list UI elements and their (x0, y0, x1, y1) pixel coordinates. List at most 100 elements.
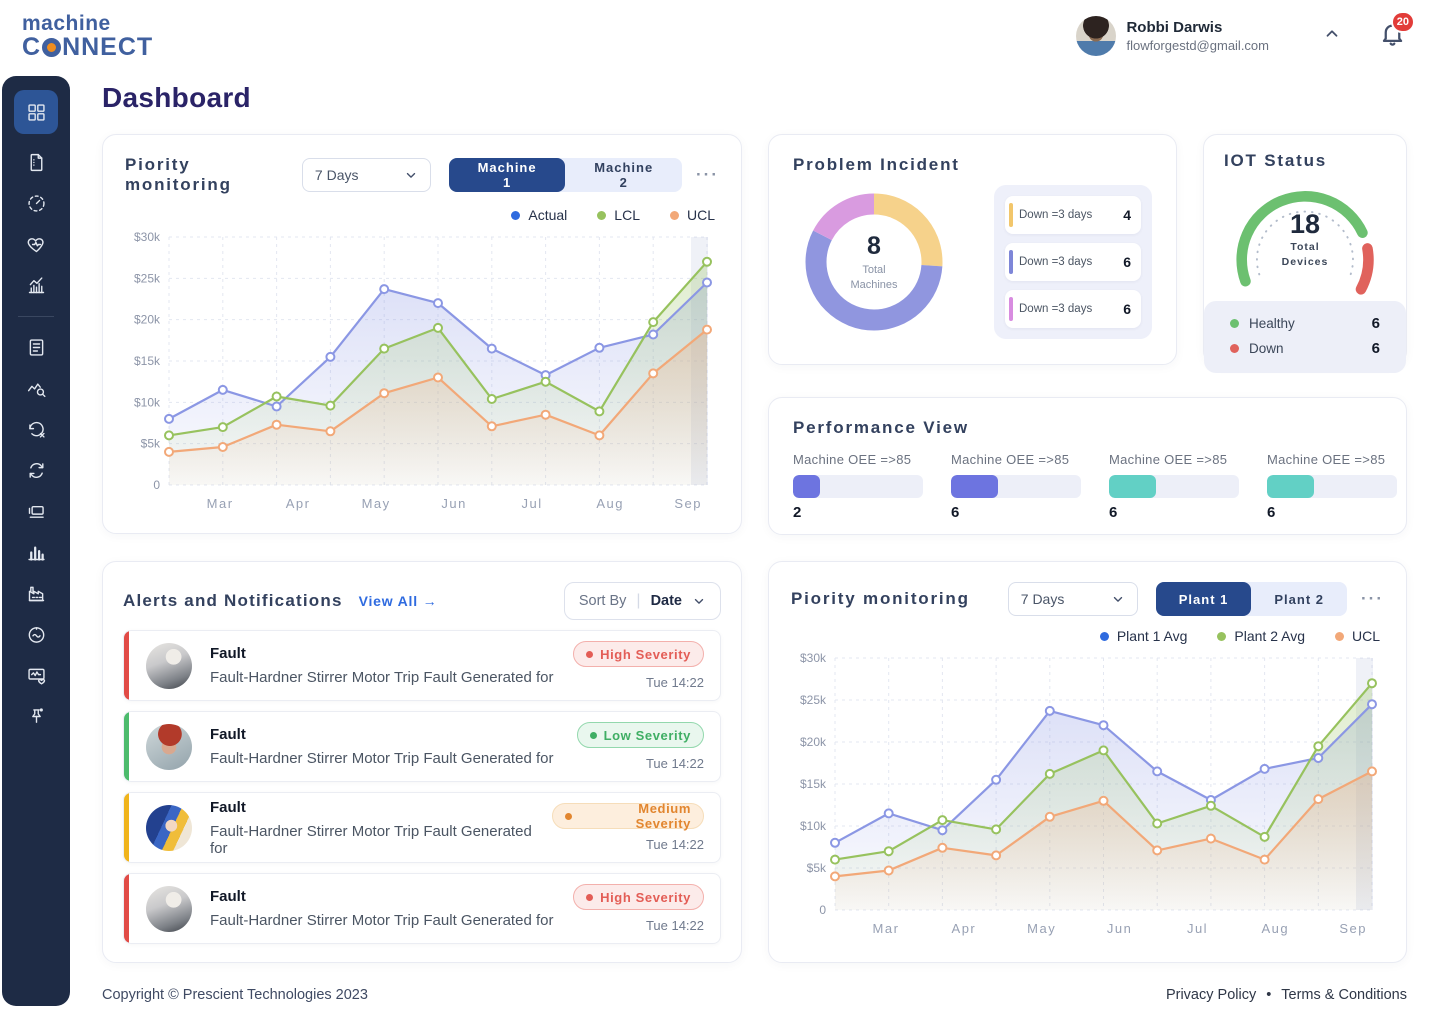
copyright-text: Copyright © Prescient Technologies 2023 (102, 987, 368, 1003)
tab-machine-machine-1[interactable]: Machine 1 (448, 158, 566, 192)
alert-avatar (146, 885, 192, 932)
view-all-link[interactable]: View All → (358, 593, 438, 609)
incident-label: Down =3 days (1019, 256, 1093, 268)
terms-link[interactable]: Terms & Conditions (1281, 987, 1407, 1003)
incident-row[interactable]: Down =3 days 6 (1005, 243, 1141, 281)
sidebar-item-monitor-health[interactable] (14, 655, 58, 695)
performance-bars: Machine OEE =>85 2 Machine OEE =>85 6 Mach… (793, 452, 1397, 521)
plant-toggle: Plant 1 Plant 2 (1155, 582, 1348, 616)
progress-track (951, 475, 1081, 498)
legend-dot (1099, 631, 1109, 641)
document-icon (30, 153, 42, 171)
chevron-down-icon (694, 598, 704, 604)
oee-label: Machine OEE =>85 (1109, 452, 1228, 467)
alert-description: Fault-Hardner Stirrer Motor Trip Fault G… (210, 912, 554, 929)
chevron-up-icon[interactable] (1323, 25, 1341, 48)
sidebar-item-statistics[interactable] (14, 532, 58, 572)
oee-value: 2 (793, 504, 802, 521)
alert-description: Fault-Hardner Stirrer Motor Trip Fault G… (210, 822, 532, 857)
sidebar-item-factory[interactable] (14, 573, 58, 613)
period-select-2[interactable]: 7 Days (1007, 582, 1138, 616)
bar-chart-icon (27, 546, 45, 561)
sidebar-item-reports[interactable] (14, 327, 58, 367)
user-menu[interactable]: Robbi Darwis flowforgestd@gmail.com (1076, 16, 1269, 56)
logo-text-machine: machine (22, 11, 111, 35)
sidebar-item-sync[interactable] (14, 450, 58, 490)
alert-row[interactable]: Fault Fault-Hardner Stirrer Motor Trip F… (123, 711, 721, 782)
sidebar-item-machine-health[interactable] (14, 224, 58, 264)
alert-row[interactable]: Fault Fault-Hardner Stirrer Motor Trip F… (123, 873, 721, 944)
svg-text:Aug: Aug (1261, 921, 1289, 936)
more-menu-button-1[interactable]: ··· (696, 165, 719, 184)
oee-label: Machine OEE =>85 (951, 452, 1070, 467)
iot-status-card: IOT Status 18 Total Devices Healthy 6 Dow… (1203, 134, 1407, 373)
logo-o-mark (42, 37, 62, 57)
status-dot (1230, 344, 1239, 353)
status-label: Healthy (1249, 316, 1295, 331)
app-logo: machine C NNECT (22, 13, 153, 60)
tab-plant-plant-2[interactable]: Plant 2 (1251, 582, 1347, 616)
card-title-alerts: Alerts and Notifications (123, 591, 343, 610)
severity-badge: Medium Severity (552, 801, 704, 831)
legend-item-plant-1-avg: Plant 1 Avg (1099, 628, 1187, 644)
oee-value: 6 (951, 504, 960, 521)
svg-text:Mar: Mar (873, 921, 900, 936)
sidebar-item-analytics-search[interactable] (14, 368, 58, 408)
svg-text:$15k: $15k (134, 354, 161, 368)
alert-row[interactable]: Fault Fault-Hardner Stirrer Motor Trip F… (123, 792, 721, 863)
severity-accent-bar (124, 712, 129, 781)
pin-icon (31, 707, 43, 723)
iot-gauge-chart: 18 Total Devices (1223, 175, 1387, 301)
legend-dot (669, 210, 679, 220)
more-menu-button-2[interactable]: ··· (1361, 589, 1384, 608)
tab-machine-machine-2[interactable]: Machine 2 (565, 158, 682, 192)
alert-title: Fault (210, 726, 246, 743)
alert-avatar (146, 642, 192, 689)
svg-text:$10k: $10k (134, 395, 161, 409)
card-title-priority-1: Piority monitoring (125, 155, 232, 194)
user-avatar[interactable] (1076, 16, 1117, 56)
privacy-policy-link[interactable]: Privacy Policy (1165, 987, 1257, 1003)
sidebar-item-gauge[interactable] (14, 183, 58, 223)
status-dot (1230, 319, 1239, 328)
alert-row[interactable]: Fault Fault-Hardner Stirrer Motor Trip F… (123, 630, 721, 701)
svg-text:Jun: Jun (441, 496, 466, 511)
total-machines-label: Total Machines (850, 263, 898, 291)
sort-by-control[interactable]: Sort By | Date (563, 582, 721, 620)
incident-value: 4 (1123, 207, 1131, 223)
period-select-1[interactable]: 7 Days (301, 158, 431, 192)
incident-row[interactable]: Down =3 days 6 (1005, 290, 1141, 328)
svg-text:$5k: $5k (807, 861, 827, 875)
sidebar-item-trends[interactable] (14, 265, 58, 305)
trend-icon (28, 276, 44, 293)
alert-title: Fault (210, 888, 246, 905)
performance-bar-column: Machine OEE =>85 6 (1109, 452, 1239, 521)
svg-text:Mar: Mar (207, 496, 234, 511)
status-value: 6 (1371, 340, 1380, 357)
notifications-bell[interactable]: 20 (1379, 11, 1415, 52)
tab-plant-plant-1[interactable]: Plant 1 (1155, 582, 1252, 616)
svg-text:Jul: Jul (522, 496, 543, 511)
progress-fill (793, 475, 821, 498)
svg-text:Apr: Apr (952, 921, 977, 936)
page-title: Dashboard (102, 82, 251, 113)
severity-accent-bar (124, 631, 129, 700)
sidebar-item-documents[interactable] (14, 142, 58, 182)
severity-badge: Low Severity (576, 722, 704, 748)
incident-row[interactable]: Down =3 days 4 (1005, 196, 1141, 234)
sidebar-item-pinned[interactable] (14, 696, 58, 736)
legend-dot (597, 210, 607, 220)
progress-fill (1109, 475, 1156, 498)
incident-value: 6 (1123, 301, 1131, 317)
sidebar-item-dashboard[interactable] (14, 90, 58, 134)
svg-text:May: May (362, 496, 391, 511)
report-icon (29, 338, 43, 356)
legend-dot (1334, 631, 1344, 641)
sidebar-item-downtime-history[interactable] (14, 409, 58, 449)
severity-accent-bar (124, 793, 129, 862)
incident-value: 6 (1123, 254, 1131, 270)
sidebar-item-devices[interactable] (14, 491, 58, 531)
sidebar-item-speedometer[interactable] (14, 614, 58, 654)
performance-view-card: Performance View Machine OEE =>85 2 Machi… (768, 397, 1407, 535)
total-devices-label: Total Devices (1281, 241, 1329, 268)
